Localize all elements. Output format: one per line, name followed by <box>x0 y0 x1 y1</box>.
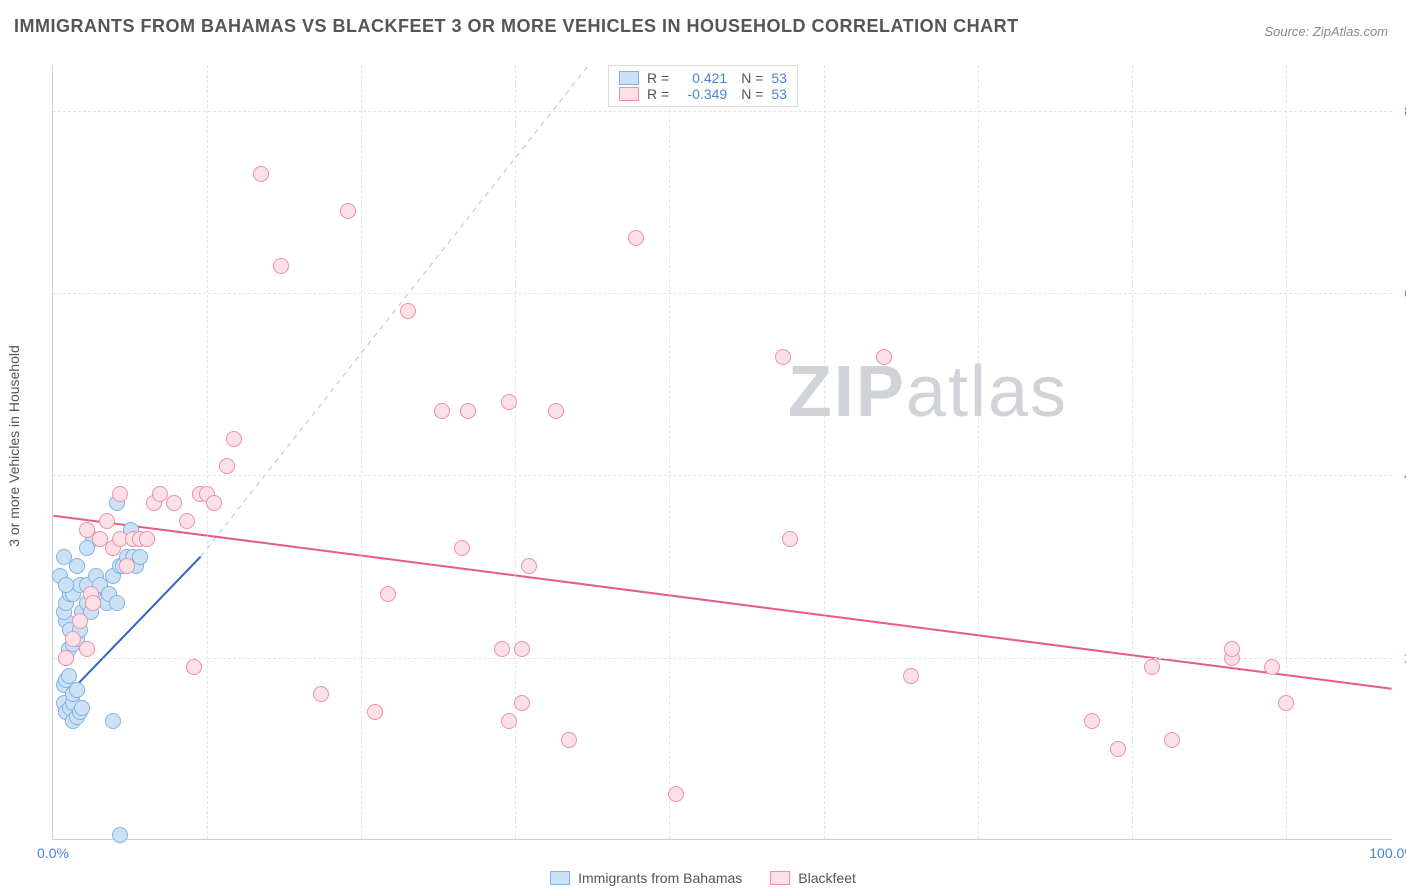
r-value: 0.421 <box>677 70 727 86</box>
data-point <box>79 641 95 657</box>
data-point <box>367 704 383 720</box>
grid-line-h <box>53 658 1392 659</box>
trend-line-overlay <box>53 65 1392 839</box>
data-point <box>139 531 155 547</box>
legend-row: R = 0.421 N = 53 <box>619 70 787 86</box>
y-tick-label: 20.0% <box>1396 650 1406 666</box>
correlation-legend: R = 0.421 N = 53 R = -0.349 N = 53 <box>608 65 798 107</box>
y-tick-label: 40.0% <box>1396 467 1406 483</box>
grid-line-v <box>1286 65 1287 839</box>
data-point <box>514 641 530 657</box>
data-point <box>79 522 95 538</box>
data-point <box>380 586 396 602</box>
grid-line-v <box>978 65 979 839</box>
data-point <box>74 700 90 716</box>
series-label: Immigrants from Bahamas <box>578 870 742 886</box>
data-point <box>1110 741 1126 757</box>
r-value: -0.349 <box>677 86 727 102</box>
data-point <box>494 641 510 657</box>
legend-row: R = -0.349 N = 53 <box>619 86 787 102</box>
data-point <box>782 531 798 547</box>
data-point <box>501 713 517 729</box>
data-point <box>119 558 135 574</box>
n-value: 53 <box>771 86 787 102</box>
trend-line <box>53 516 1391 689</box>
data-point <box>434 403 450 419</box>
legend-item: Immigrants from Bahamas <box>550 870 742 886</box>
n-label: N = <box>741 70 763 86</box>
grid-line-h <box>53 475 1392 476</box>
data-point <box>1164 732 1180 748</box>
data-point <box>876 349 892 365</box>
data-point <box>105 713 121 729</box>
series-swatch <box>619 87 639 101</box>
y-axis-label: 3 or more Vehicles in Household <box>6 345 22 547</box>
scatter-plot-area: 20.0%40.0%60.0%80.0%0.0%100.0% <box>52 65 1392 840</box>
data-point <box>1084 713 1100 729</box>
data-point <box>253 166 269 182</box>
data-point <box>112 827 128 843</box>
data-point <box>313 686 329 702</box>
n-value: 53 <box>771 70 787 86</box>
grid-line-v <box>669 65 670 839</box>
data-point <box>460 403 476 419</box>
grid-line-h <box>53 293 1392 294</box>
grid-line-v <box>1132 65 1133 839</box>
data-point <box>112 486 128 502</box>
data-point <box>454 540 470 556</box>
data-point <box>166 495 182 511</box>
series-swatch <box>550 871 570 885</box>
data-point <box>226 431 242 447</box>
data-point <box>1144 659 1160 675</box>
data-point <box>668 786 684 802</box>
data-point <box>58 650 74 666</box>
data-point <box>628 230 644 246</box>
series-label: Blackfeet <box>798 870 856 886</box>
data-point <box>548 403 564 419</box>
data-point <box>1278 695 1294 711</box>
data-point <box>206 495 222 511</box>
x-tick-label: 0.0% <box>37 845 69 861</box>
data-point <box>56 549 72 565</box>
data-point <box>775 349 791 365</box>
data-point <box>58 577 74 593</box>
data-point <box>400 303 416 319</box>
data-point <box>340 203 356 219</box>
data-point <box>179 513 195 529</box>
r-label: R = <box>647 70 669 86</box>
data-point <box>514 695 530 711</box>
data-point <box>561 732 577 748</box>
data-point <box>132 549 148 565</box>
data-point <box>69 558 85 574</box>
legend-item: Blackfeet <box>770 870 856 886</box>
data-point <box>273 258 289 274</box>
x-tick-label: 100.0% <box>1369 845 1406 861</box>
data-point <box>521 558 537 574</box>
n-label: N = <box>741 86 763 102</box>
data-point <box>501 394 517 410</box>
data-point <box>99 513 115 529</box>
y-tick-label: 60.0% <box>1396 285 1406 301</box>
source-credit: Source: ZipAtlas.com <box>1264 24 1388 39</box>
data-point <box>109 595 125 611</box>
series-swatch <box>770 871 790 885</box>
data-point <box>1264 659 1280 675</box>
trend-line-extension <box>201 65 589 557</box>
grid-line-v <box>361 65 362 839</box>
data-point <box>903 668 919 684</box>
data-point <box>69 682 85 698</box>
chart-title: IMMIGRANTS FROM BAHAMAS VS BLACKFEET 3 O… <box>14 16 1019 37</box>
series-swatch <box>619 71 639 85</box>
data-point <box>72 613 88 629</box>
grid-line-h <box>53 111 1392 112</box>
grid-line-v <box>824 65 825 839</box>
data-point <box>186 659 202 675</box>
data-point <box>85 595 101 611</box>
series-legend: Immigrants from Bahamas Blackfeet <box>550 870 856 886</box>
data-point <box>1224 641 1240 657</box>
grid-line-v <box>207 65 208 839</box>
r-label: R = <box>647 86 669 102</box>
data-point <box>219 458 235 474</box>
y-tick-label: 80.0% <box>1396 103 1406 119</box>
